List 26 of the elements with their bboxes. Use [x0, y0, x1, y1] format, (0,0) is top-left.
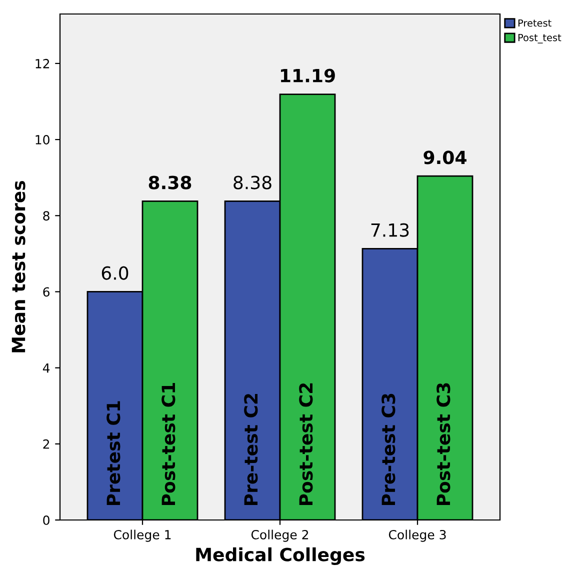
- annotation: Post-test C3: [436, 383, 450, 506]
- y-tick-label: 0: [43, 515, 50, 525]
- y-tick-label: 2: [43, 439, 50, 449]
- data-label: 6.0: [102, 266, 128, 280]
- y-axis-title: Mean test scores: [12, 180, 26, 352]
- data-label: 8.38: [148, 176, 192, 190]
- annotation: Pre-test C2: [244, 394, 258, 506]
- annotation: Post-test C2: [299, 383, 313, 506]
- annotation: Pretest C1: [106, 401, 120, 506]
- annotation: Post-test C1: [162, 383, 176, 506]
- annotation: Pre-test C3: [382, 394, 396, 506]
- x-tick-label: College 1: [114, 530, 171, 542]
- x-axis-title: Medical Colleges: [196, 547, 365, 565]
- x-tick-label: College 3: [388, 530, 446, 542]
- data-label: 7.13: [371, 223, 409, 237]
- legend-label: Post_test: [518, 34, 562, 44]
- y-tick-label: 10: [36, 135, 50, 144]
- y-tick-label: 12: [36, 58, 50, 68]
- y-tick-label: 4: [42, 363, 50, 373]
- data-label: 9.04: [424, 150, 466, 164]
- legend-label: Pretest: [518, 19, 552, 27]
- y-tick-label: 6: [43, 287, 50, 297]
- x-tick-label: College 2: [251, 530, 308, 542]
- data-label: 11.19: [280, 68, 335, 82]
- data-label: 8.38: [234, 176, 272, 190]
- y-tick-label: 8: [43, 211, 50, 221]
